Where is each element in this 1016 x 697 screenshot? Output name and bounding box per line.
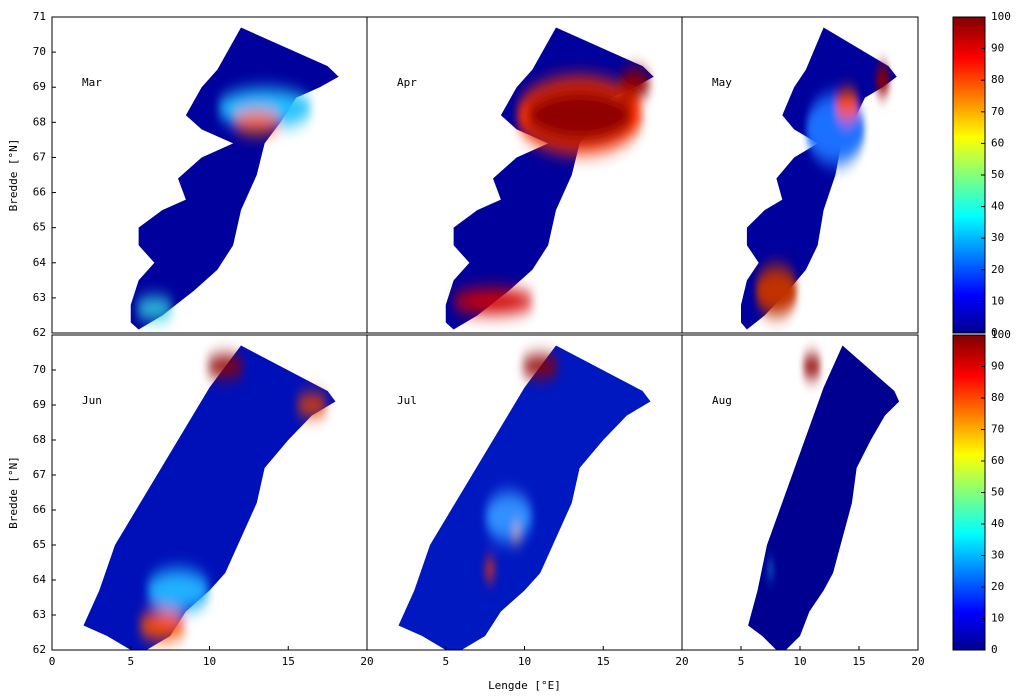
y-tick-label: 66 (33, 186, 46, 199)
colorbar-tick-label: 50 (991, 486, 1004, 499)
panel-title: Jul (397, 394, 417, 407)
y-tick-label: 65 (33, 221, 46, 234)
map-area (130, 27, 339, 330)
colorbar-tick-label: 90 (991, 360, 1004, 373)
colorbar-tick-label: 60 (991, 454, 1004, 467)
colorbar-tick-label: 40 (991, 517, 1004, 530)
panel-title: May (712, 76, 732, 89)
y-tick-label: 70 (33, 45, 46, 58)
x-axis-label: Lengde [°E] (488, 679, 561, 692)
colorbar-tick-label: 80 (991, 73, 1004, 86)
y-tick-label: 69 (33, 398, 46, 411)
y-axis-label: Bredde [°N] (7, 456, 20, 529)
y-tick-label: 67 (33, 468, 46, 481)
map (445, 27, 654, 330)
map-area (748, 345, 900, 650)
colorbar-tick-label: 50 (991, 168, 1004, 181)
y-tick-label: 65 (33, 538, 46, 551)
panel-title: Jun (82, 394, 102, 407)
colorbar-tick-label: 20 (991, 580, 1004, 593)
panel-title: Aug (712, 394, 732, 407)
panel-title: Apr (397, 76, 417, 89)
y-tick-label: 68 (33, 433, 46, 446)
x-tick-label: 5 (127, 655, 134, 668)
x-tick-label: 20 (360, 655, 373, 668)
y-tick-label: 66 (33, 503, 46, 516)
colorbar-tick-label: 60 (991, 136, 1004, 149)
map (83, 345, 336, 650)
colorbar-tick-label: 10 (991, 294, 1004, 307)
colorbar (952, 16, 986, 334)
panel-title: Mar (82, 76, 102, 89)
panel-frame (681, 16, 919, 334)
colorbar-tick-label: 100 (991, 10, 1011, 23)
x-tick-label: 0 (49, 655, 56, 668)
colorbar-tick-label: 10 (991, 612, 1004, 625)
map-area (741, 27, 897, 330)
colorbar-tick-label: 30 (991, 231, 1004, 244)
x-tick-label: 5 (738, 655, 745, 668)
x-tick-label: 10 (518, 655, 531, 668)
x-tick-label: 5 (442, 655, 449, 668)
y-tick-label: 71 (33, 10, 46, 23)
map (398, 345, 651, 650)
colorbar-tick-label: 30 (991, 549, 1004, 562)
colorbar-tick-label: 70 (991, 423, 1004, 436)
colorbar-tick-label: 20 (991, 263, 1004, 276)
y-tick-label: 64 (33, 256, 47, 269)
y-tick-label: 62 (33, 643, 46, 656)
y-tick-label: 68 (33, 115, 46, 128)
map (130, 27, 339, 330)
y-tick-label: 62 (33, 326, 46, 339)
y-tick-label: 69 (33, 80, 46, 93)
colorbar (952, 334, 986, 651)
y-tick-label: 67 (33, 150, 46, 163)
map-area (445, 27, 654, 330)
y-axis-label: Bredde [°N] (7, 139, 20, 212)
y-tick-label: 63 (33, 291, 46, 304)
x-tick-label: 15 (597, 655, 610, 668)
colorbar-tick-label: 70 (991, 105, 1004, 118)
x-tick-label: 20 (675, 655, 688, 668)
colorbar-tick-label: 0 (991, 326, 998, 339)
colorbar-tick-label: 90 (991, 42, 1004, 55)
colorbar-tick-label: 80 (991, 391, 1004, 404)
y-tick-label: 63 (33, 608, 46, 621)
x-tick-label: 20 (911, 655, 924, 668)
map-area (398, 345, 651, 650)
colorbar-tick-label: 40 (991, 200, 1004, 213)
x-tick-label: 15 (852, 655, 865, 668)
map (741, 27, 897, 330)
colorbar-tick-label: 0 (991, 643, 998, 656)
y-tick-label: 70 (33, 363, 46, 376)
x-tick-label: 10 (793, 655, 806, 668)
y-tick-label: 64 (33, 573, 47, 586)
x-tick-label: 15 (282, 655, 295, 668)
colorbar-tick-label: 100 (991, 328, 1011, 341)
map (748, 345, 900, 650)
map-area (83, 345, 336, 650)
x-tick-label: 10 (203, 655, 216, 668)
